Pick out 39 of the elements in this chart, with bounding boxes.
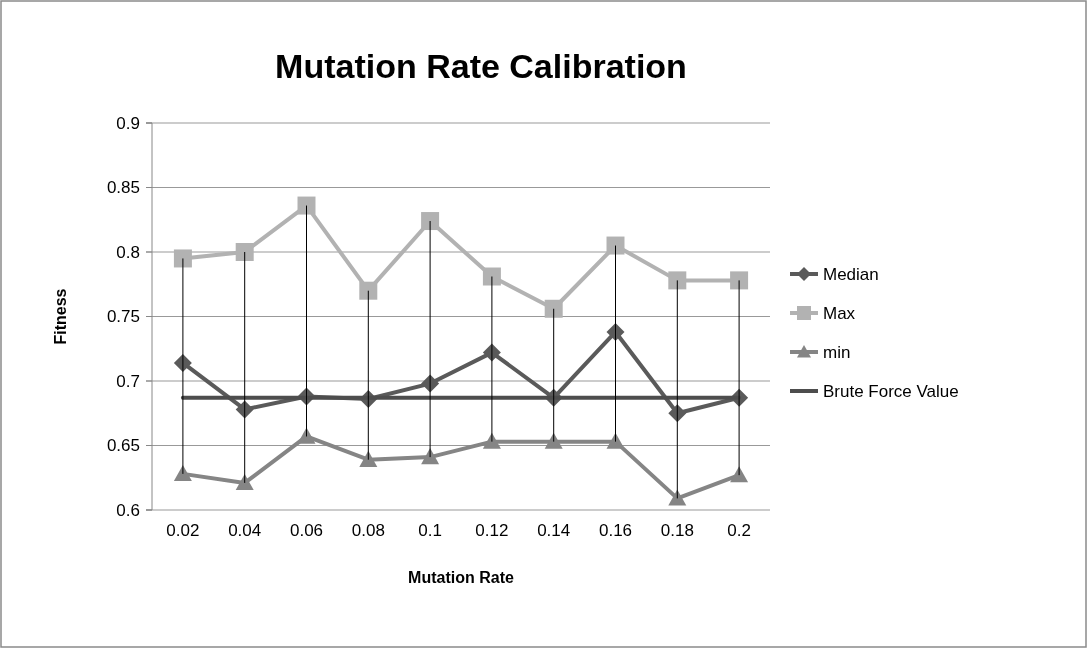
point: [359, 281, 378, 300]
y-tick-label: 0.7: [116, 371, 140, 391]
x-tick-label: 0.16: [598, 521, 633, 540]
point: [297, 196, 316, 215]
x-tick-label: 0.12: [475, 521, 509, 540]
point: [235, 473, 254, 491]
x-tick-label: 0.14: [537, 521, 571, 540]
point: [544, 432, 563, 449]
point: [173, 249, 192, 268]
x-tick-label: 0.06: [289, 521, 324, 540]
y-tick-label: 0.65: [106, 436, 140, 456]
point: [421, 212, 440, 231]
y-axis-title: Fitness: [52, 288, 69, 345]
legend-label: Median: [823, 264, 879, 284]
x-tick-label: 0.04: [228, 521, 262, 540]
legend-label: Max: [823, 303, 856, 323]
point: [606, 432, 625, 449]
x-tick-label: 0.1: [418, 521, 442, 540]
legend-label: Brute Force Value: [823, 381, 959, 401]
y-tick-label: 0.85: [106, 178, 140, 198]
point: [359, 450, 378, 467]
y-tick-label: 0.8: [116, 242, 140, 262]
chart-title: Mutation Rate Calibration: [275, 47, 687, 85]
legend-label: min: [823, 342, 851, 362]
point: [668, 489, 687, 506]
point: [606, 236, 625, 255]
y-tick-label: 0.6: [116, 500, 140, 520]
point: [668, 271, 687, 290]
y-tick-label: 0.75: [106, 307, 140, 327]
x-axis-title: Mutation Rate: [408, 569, 514, 586]
x-tick-label: 0.18: [660, 521, 694, 540]
point: [730, 271, 749, 290]
point: [235, 243, 254, 261]
x-tick-label: 0.02: [166, 521, 200, 540]
point: [482, 267, 501, 286]
point: [544, 299, 563, 318]
x-tick-label: 0.08: [351, 521, 385, 540]
y-tick-label: 0.9: [116, 113, 140, 133]
x-tick-label: 0.2: [727, 521, 751, 540]
